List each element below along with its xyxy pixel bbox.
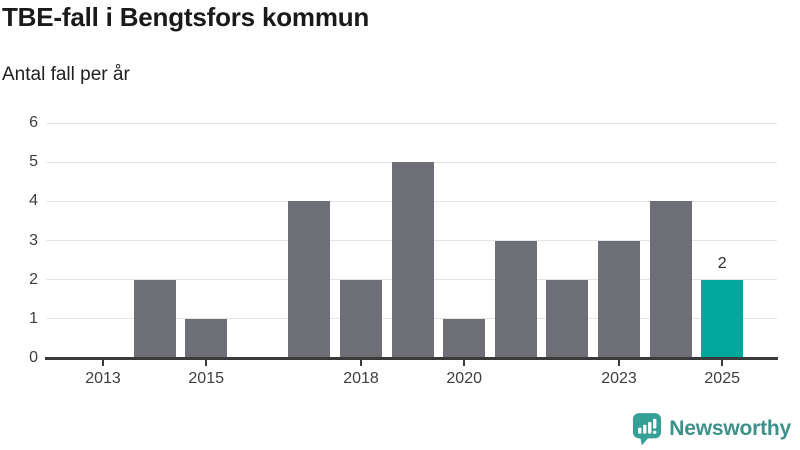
x-tick-2015 <box>205 360 208 366</box>
y-tick-label-3: 3 <box>29 231 38 249</box>
x-tick-2020 <box>463 360 466 366</box>
bar-value-label-2025: 2 <box>717 254 727 272</box>
chart-subtitle: Antal fall per år <box>2 64 130 85</box>
y-tick-label-6: 6 <box>29 114 38 131</box>
bar-2022 <box>546 279 589 358</box>
bar-2021 <box>494 240 537 358</box>
bar-2023 <box>598 240 640 358</box>
bar-2019 <box>391 162 434 358</box>
newsworthy-speech-bubble-chart-icon <box>633 413 662 446</box>
bar-2017 <box>288 201 331 358</box>
bar-2015 <box>185 318 228 358</box>
x-tick-label-2013: 2013 <box>85 370 121 387</box>
x-tick-2018 <box>360 360 362 366</box>
brand-name: Newsworthy <box>669 417 791 440</box>
x-tick-label-2015: 2015 <box>188 370 224 387</box>
x-tick-label-2018: 2018 <box>343 370 379 387</box>
newsworthy-logo: Newsworthy <box>632 412 791 446</box>
y-tick-label-2: 2 <box>29 270 38 288</box>
bar-2018 <box>340 279 382 358</box>
bar-2020 <box>443 318 486 358</box>
x-tick-label-2025: 2025 <box>704 370 740 387</box>
bar-2024 <box>649 201 692 358</box>
y-tick-label-4: 4 <box>29 192 38 210</box>
chart-title: TBE-fall i Bengtsfors kommun <box>2 2 370 32</box>
x-axis-line <box>45 357 778 360</box>
x-tick-2025 <box>721 360 724 366</box>
y-tick-label-5: 5 <box>29 153 38 171</box>
x-tick-2013 <box>102 360 104 366</box>
bar-2025 <box>701 279 744 358</box>
x-tick-label-2023: 2023 <box>601 370 637 387</box>
y-tick-label-0: 0 <box>29 349 38 366</box>
x-tick-2023 <box>618 360 620 366</box>
x-tick-label-2020: 2020 <box>446 370 482 387</box>
y-tick-label-1: 1 <box>29 309 38 327</box>
gridline-y-6 <box>46 122 777 124</box>
bar-2014 <box>133 279 176 358</box>
